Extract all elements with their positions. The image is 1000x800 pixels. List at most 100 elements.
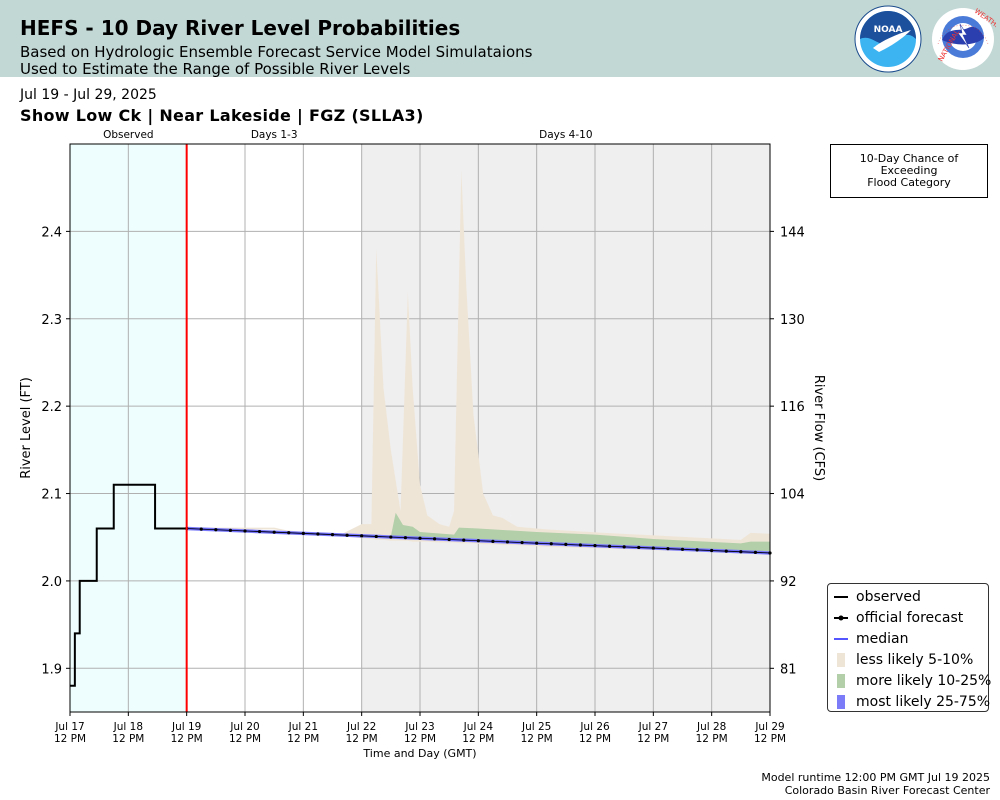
x-tick-label: Jul 27	[638, 721, 668, 733]
legend: observed official forecast median less l…	[827, 583, 991, 712]
x-tick-label: 12 PM	[404, 733, 436, 745]
y-right-tick-label: 116	[780, 400, 805, 415]
forecast-point	[272, 530, 276, 534]
page-title: HEFS - 10 Day River Level Probabilities	[20, 16, 461, 40]
band-less-likely	[186, 170, 771, 554]
forecast-point	[710, 548, 714, 553]
x-tick-label: Jul 18	[113, 721, 143, 733]
forecast-point	[257, 529, 262, 534]
forecast-point	[724, 549, 728, 553]
forecast-point	[462, 538, 466, 542]
y-tick-label: 2.2	[41, 400, 62, 415]
legend-label: official forecast	[856, 610, 964, 626]
y-axis-title: River Level (FT)	[19, 377, 34, 479]
prob-box-line-2: Exceeding	[880, 164, 938, 177]
legend-item-more-likely: more likely 10-25%	[834, 671, 991, 691]
prob-box-line-3: Flood Category	[867, 176, 951, 189]
forecast-point	[593, 544, 597, 548]
forecast-point	[651, 546, 655, 550]
x-tick-label: Jul 21	[288, 721, 318, 733]
date-range: Jul 19 - Jul 29, 2025	[20, 87, 157, 103]
x-tick-label: Jul 29	[754, 721, 784, 733]
x-tick-label: Jul 19	[171, 721, 201, 733]
header-banner: HEFS - 10 Day River Level Probabilities …	[0, 0, 1000, 78]
legend-label: less likely 5-10%	[856, 652, 974, 668]
forecast-center: Colorado Basin River Forecast Center	[784, 784, 990, 797]
x-tick-label: Jul 24	[463, 721, 494, 733]
forecast-point	[360, 534, 364, 538]
x-tick-label: Jul 20	[229, 721, 259, 733]
y-tick-label: 2.4	[41, 225, 62, 240]
forecast-point	[680, 547, 685, 551]
y-right-tick-label: 144	[780, 225, 805, 240]
forecast-point	[432, 537, 437, 541]
x-tick-label: Jul 22	[346, 721, 376, 733]
line-black-icon	[834, 590, 848, 604]
y-tick-label: 2.3	[41, 313, 62, 328]
forecast-point	[301, 531, 305, 535]
x-tick-label: 12 PM	[112, 733, 144, 745]
forecast-point	[374, 534, 378, 539]
x-axis-title: Time and Day (GMT)	[362, 747, 476, 760]
forecast-point	[739, 550, 743, 554]
line-dot-black-icon	[834, 611, 848, 625]
line-blue-icon	[834, 632, 848, 646]
region-bg	[361, 144, 770, 712]
x-tick-label: Jul 25	[521, 721, 551, 733]
x-tick-label: 12 PM	[54, 733, 86, 745]
forecast-point	[637, 545, 641, 550]
x-tick-label: Jul 28	[696, 721, 726, 733]
legend-label: more likely 10-25%	[856, 673, 992, 689]
forecast-point	[520, 540, 524, 545]
page-subtitle: Based on Hydrologic Ensemble Forecast Se…	[20, 43, 533, 61]
x-tick-label: 12 PM	[287, 733, 319, 745]
legend-item-most-likely: most likely 25-75%	[834, 692, 990, 712]
nws-logo-icon: NATIONAL WEATHER	[932, 7, 996, 70]
x-tick-label: 12 PM	[696, 733, 728, 745]
y-tick-label: 1.9	[41, 662, 62, 677]
patch-blue-icon	[834, 695, 848, 709]
region-label: Observed	[103, 129, 154, 141]
forecast-point	[287, 531, 291, 535]
region-bg	[186, 144, 362, 712]
x-tick-label: 12 PM	[171, 733, 203, 745]
forecast-point	[403, 536, 408, 540]
region-label: Days 1-3	[251, 129, 298, 141]
x-tick-label: Jul 17	[54, 721, 84, 733]
y-right-tick-label: 130	[780, 313, 805, 328]
legend-label: observed	[856, 589, 921, 605]
forecast-point	[607, 544, 612, 548]
forecast-point	[447, 537, 451, 542]
forecast-point	[753, 550, 758, 554]
band-more-likely	[186, 512, 771, 553]
forecast-point	[622, 545, 626, 549]
legend-label: most likely 25-75%	[856, 694, 991, 710]
forecast-point	[578, 543, 583, 547]
forecast-point	[199, 527, 203, 531]
flood-probability-box: 10-Day Chance of Exceeding Flood Categor…	[830, 144, 988, 198]
x-tick-label: 12 PM	[462, 733, 494, 745]
forecast-point	[695, 548, 699, 552]
model-runtime: Model runtime 12:00 PM GMT Jul 19 2025	[761, 771, 990, 784]
x-tick-label: 12 PM	[229, 733, 261, 745]
x-tick-label: 12 PM	[521, 733, 553, 745]
forecast-point	[418, 536, 422, 540]
prob-box-line-1: 10-Day Chance of	[859, 152, 959, 165]
region-label: Days 4-10	[539, 129, 592, 141]
y-tick-label: 2.1	[41, 488, 62, 503]
patch-green-icon	[834, 674, 848, 688]
forecast-point	[564, 542, 568, 546]
forecast-point	[214, 528, 218, 532]
y-right-tick-label: 92	[780, 575, 797, 590]
legend-item-less-likely: less likely 5-10%	[834, 650, 973, 670]
forecast-point	[389, 535, 393, 539]
forecast-point	[491, 539, 495, 543]
y-tick-label: 2.0	[41, 575, 62, 590]
x-tick-label: 12 PM	[754, 733, 786, 745]
forecast-point	[549, 542, 553, 546]
y-right-axis-title: River Flow (CFS)	[811, 375, 826, 481]
page-subtitle-2: Used to Estimate the Range of Possible R…	[20, 60, 411, 78]
x-tick-label: Jul 26	[579, 721, 610, 733]
legend-item-observed: observed	[834, 587, 921, 607]
